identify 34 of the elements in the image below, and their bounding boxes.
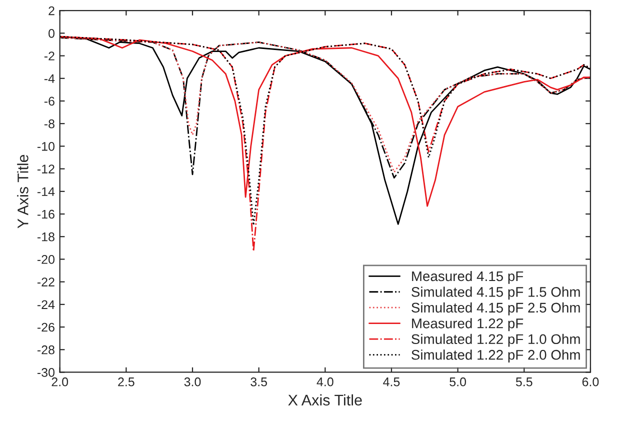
legend-label: Simulated 1.22 pF 1.0 Ohm: [412, 334, 580, 347]
y-tick-label: -26: [37, 322, 54, 332]
x-tick-label: 6.0: [582, 377, 599, 386]
y-tick-label: -12: [37, 164, 54, 174]
legend-label: Measured 1.22 pF: [412, 318, 524, 332]
y-tick-label: -8: [44, 119, 54, 128]
y-tick-label: -28: [37, 345, 54, 354]
y-axis-title: Y Axis Title: [17, 154, 28, 228]
y-tick-label: -20: [37, 255, 54, 264]
y-tick-label: -22: [37, 278, 54, 286]
legend-label: Measured 4.15 pF: [412, 270, 524, 284]
x-tick-label: 3.0: [184, 377, 201, 386]
y-tick-label: -4: [44, 74, 55, 83]
x-tick-label: 5.0: [450, 377, 466, 386]
y-tick-label: -18: [37, 232, 54, 242]
x-tick-label: 5.5: [516, 378, 532, 386]
legend-label: Simulated 4.15 pF 2.5 Ohm: [412, 302, 580, 316]
x-tick-label: 4.0: [316, 377, 334, 386]
y-tick-label: -30: [37, 368, 54, 377]
y-tick-label: -10: [37, 142, 54, 151]
y-tick-label: -16: [37, 210, 54, 219]
legend-label: Simulated 4.15 pF 1.5 Ohm: [412, 286, 580, 300]
y-tick-label: -14: [37, 187, 55, 196]
x-tick-label: 3.5: [250, 377, 267, 386]
legend-label: Simulated 1.22 pF 2.0 Ohm: [412, 350, 580, 363]
y-tick-label: -24: [37, 300, 55, 309]
x-tick-label: 2.5: [118, 377, 134, 386]
y-tick-label: 0: [48, 28, 54, 38]
y-tick-label: -2: [44, 52, 54, 60]
x-tick-label: 2.0: [52, 377, 68, 386]
y-tick-label: -6: [44, 96, 54, 106]
y-tick-label: 2: [48, 6, 54, 16]
x-axis-title: X Axis Title: [288, 394, 362, 406]
x-tick-label: 4.5: [383, 378, 400, 386]
